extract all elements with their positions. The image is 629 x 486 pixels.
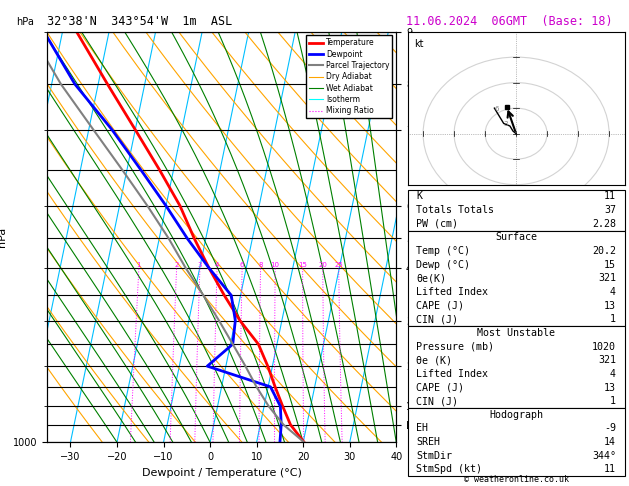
Text: CAPE (J): CAPE (J) [416,382,464,393]
Legend: Temperature, Dewpoint, Parcel Trajectory, Dry Adiabat, Wet Adiabat, Isotherm, Mi: Temperature, Dewpoint, Parcel Trajectory… [306,35,392,118]
Text: hPa: hPa [16,17,33,28]
Text: 6: 6 [494,105,499,112]
Text: 3: 3 [504,121,508,127]
Text: CIN (J): CIN (J) [416,396,459,406]
Text: 4: 4 [610,369,616,379]
Text: 25: 25 [335,262,343,268]
Text: EH: EH [416,423,428,434]
Text: 1: 1 [136,262,141,268]
Text: CIN (J): CIN (J) [416,314,459,324]
Text: Temp (°C): Temp (°C) [416,246,470,256]
Text: Hodograph: Hodograph [489,410,543,420]
Text: 1: 1 [610,314,616,324]
Text: 321: 321 [598,273,616,283]
Text: θe (K): θe (K) [416,355,452,365]
Text: Most Unstable: Most Unstable [477,328,555,338]
Text: 3: 3 [198,262,202,268]
Text: 1020: 1020 [592,342,616,351]
Text: Surface: Surface [495,232,537,243]
Text: 321: 321 [598,355,616,365]
Text: 4: 4 [215,262,220,268]
Text: 11: 11 [604,465,616,474]
Text: 11: 11 [604,191,616,201]
Text: θe(K): θe(K) [416,273,446,283]
Y-axis label: Mixing Ratio (g/kg): Mixing Ratio (g/kg) [426,191,437,283]
X-axis label: Dewpoint / Temperature (°C): Dewpoint / Temperature (°C) [142,468,302,478]
Text: 20: 20 [318,262,327,268]
Text: Pressure (mb): Pressure (mb) [416,342,494,351]
Text: kt: kt [414,39,423,49]
Text: StmSpd (kt): StmSpd (kt) [416,465,482,474]
Text: © weatheronline.co.uk: © weatheronline.co.uk [464,474,569,484]
Text: 2: 2 [174,262,179,268]
Text: 2.28: 2.28 [592,219,616,229]
Text: 14: 14 [604,437,616,447]
Text: Totals Totals: Totals Totals [416,205,494,215]
Text: SREH: SREH [416,437,440,447]
Text: 8: 8 [259,262,263,268]
Text: Dewp (°C): Dewp (°C) [416,260,470,270]
Text: 13: 13 [604,301,616,311]
Text: 15: 15 [298,262,307,268]
Text: CAPE (J): CAPE (J) [416,301,464,311]
FancyBboxPatch shape [408,326,625,408]
Text: 6: 6 [240,262,245,268]
FancyBboxPatch shape [408,230,625,326]
Y-axis label: hPa: hPa [0,227,8,247]
Text: 10: 10 [270,262,280,268]
Text: 13: 13 [604,382,616,393]
FancyBboxPatch shape [408,408,625,476]
FancyBboxPatch shape [408,190,625,230]
Text: 32°38'N  343°54'W  1m  ASL: 32°38'N 343°54'W 1m ASL [47,15,233,28]
Text: 344°: 344° [592,451,616,461]
Text: PW (cm): PW (cm) [416,219,459,229]
Text: Lifted Index: Lifted Index [416,369,488,379]
Text: 11.06.2024  06GMT  (Base: 18): 11.06.2024 06GMT (Base: 18) [406,15,612,28]
Text: 20.2: 20.2 [592,246,616,256]
Text: 4: 4 [610,287,616,297]
Text: 37: 37 [604,205,616,215]
Text: 1: 1 [610,396,616,406]
Text: 15: 15 [604,260,616,270]
Text: K: K [416,191,422,201]
Text: StmDir: StmDir [416,451,452,461]
Text: -9: -9 [604,423,616,434]
Text: Lifted Index: Lifted Index [416,287,488,297]
